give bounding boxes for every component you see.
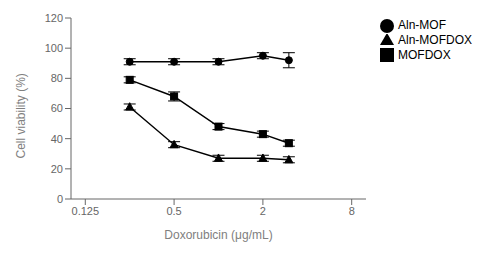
svg-text:2: 2 (260, 205, 266, 217)
svg-text:80: 80 (51, 72, 63, 84)
svg-text:Cell viability (%): Cell viability (%) (14, 73, 28, 158)
svg-text:0.5: 0.5 (166, 205, 181, 217)
svg-text:0.125: 0.125 (72, 205, 100, 217)
svg-text:Doxorubicin (μg/mL): Doxorubicin (μg/mL) (164, 228, 272, 242)
html-text:Aln-MOFDOX: Aln-MOFDOX (398, 32, 472, 47)
svg-text:0: 0 (57, 193, 63, 205)
svg-text:20: 20 (51, 163, 63, 175)
svg-text:8: 8 (349, 205, 355, 217)
svg-text:100: 100 (45, 42, 63, 54)
html-text:MOFDOX: MOFDOX (398, 47, 451, 62)
html-text:Aln-MOF: Aln-MOF (398, 18, 446, 32)
svg-text:120: 120 (45, 12, 63, 24)
svg-text:40: 40 (51, 133, 63, 145)
svg-text:60: 60 (51, 102, 63, 114)
